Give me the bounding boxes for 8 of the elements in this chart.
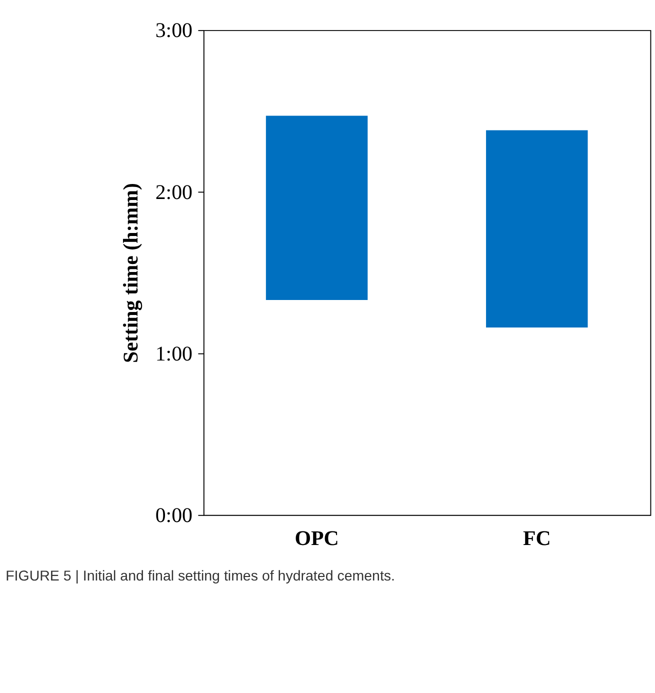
y-tick-label: 2:00 xyxy=(155,180,193,204)
y-tick-label: 1:00 xyxy=(155,341,193,366)
x-tick-label: OPC xyxy=(294,526,339,550)
y-axis-title: Setting time (h:mm) xyxy=(118,182,142,363)
y-tick-label: 0:00 xyxy=(155,503,193,528)
y-tick-label: 3:00 xyxy=(155,18,193,42)
caption: FIGURE 5 | Initial and final setting times of hydrated cements. xyxy=(6,568,396,585)
x-tick-label: FC xyxy=(522,526,551,550)
